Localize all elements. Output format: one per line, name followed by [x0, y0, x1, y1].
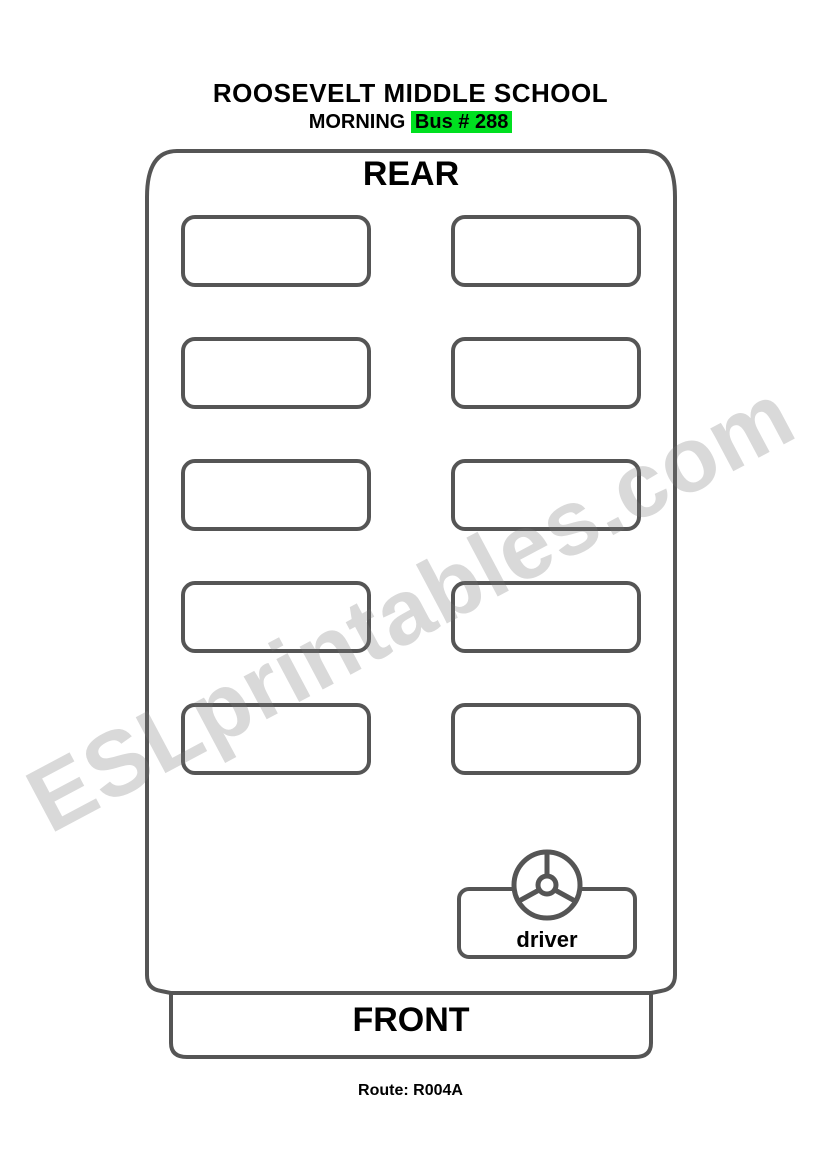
seat-row — [141, 337, 681, 409]
seat[interactable] — [181, 703, 371, 775]
seat-row — [141, 581, 681, 653]
seat[interactable] — [181, 215, 371, 287]
sub-header-line: MORNING Bus # 288 — [0, 111, 821, 134]
route-label: Route: R004A — [0, 1082, 821, 1100]
seat[interactable] — [451, 215, 641, 287]
seat[interactable] — [181, 581, 371, 653]
seat[interactable] — [451, 459, 641, 531]
seat[interactable] — [451, 703, 641, 775]
seat-row — [141, 703, 681, 775]
driver-box: driver — [457, 887, 637, 959]
steering-wheel-icon — [509, 847, 585, 923]
header: ROOSEVELT MIDDLE SCHOOL MORNING Bus # 28… — [0, 0, 821, 134]
seat-row — [141, 459, 681, 531]
seat[interactable] — [451, 337, 641, 409]
bus-number-tag: Bus # 288 — [411, 111, 512, 133]
front-label: FRONT — [141, 1001, 681, 1040]
driver-label: driver — [461, 927, 633, 953]
seat[interactable] — [181, 459, 371, 531]
rear-label: REAR — [141, 155, 681, 194]
page: ROOSEVELT MIDDLE SCHOOL MORNING Bus # 28… — [0, 0, 821, 1169]
seats-container — [141, 215, 681, 825]
bus-diagram: REAR — [141, 145, 681, 1065]
seat[interactable] — [181, 337, 371, 409]
school-name: ROOSEVELT MIDDLE SCHOOL — [0, 78, 821, 109]
seat-row — [141, 215, 681, 287]
seat[interactable] — [451, 581, 641, 653]
period-label: MORNING — [309, 111, 406, 133]
